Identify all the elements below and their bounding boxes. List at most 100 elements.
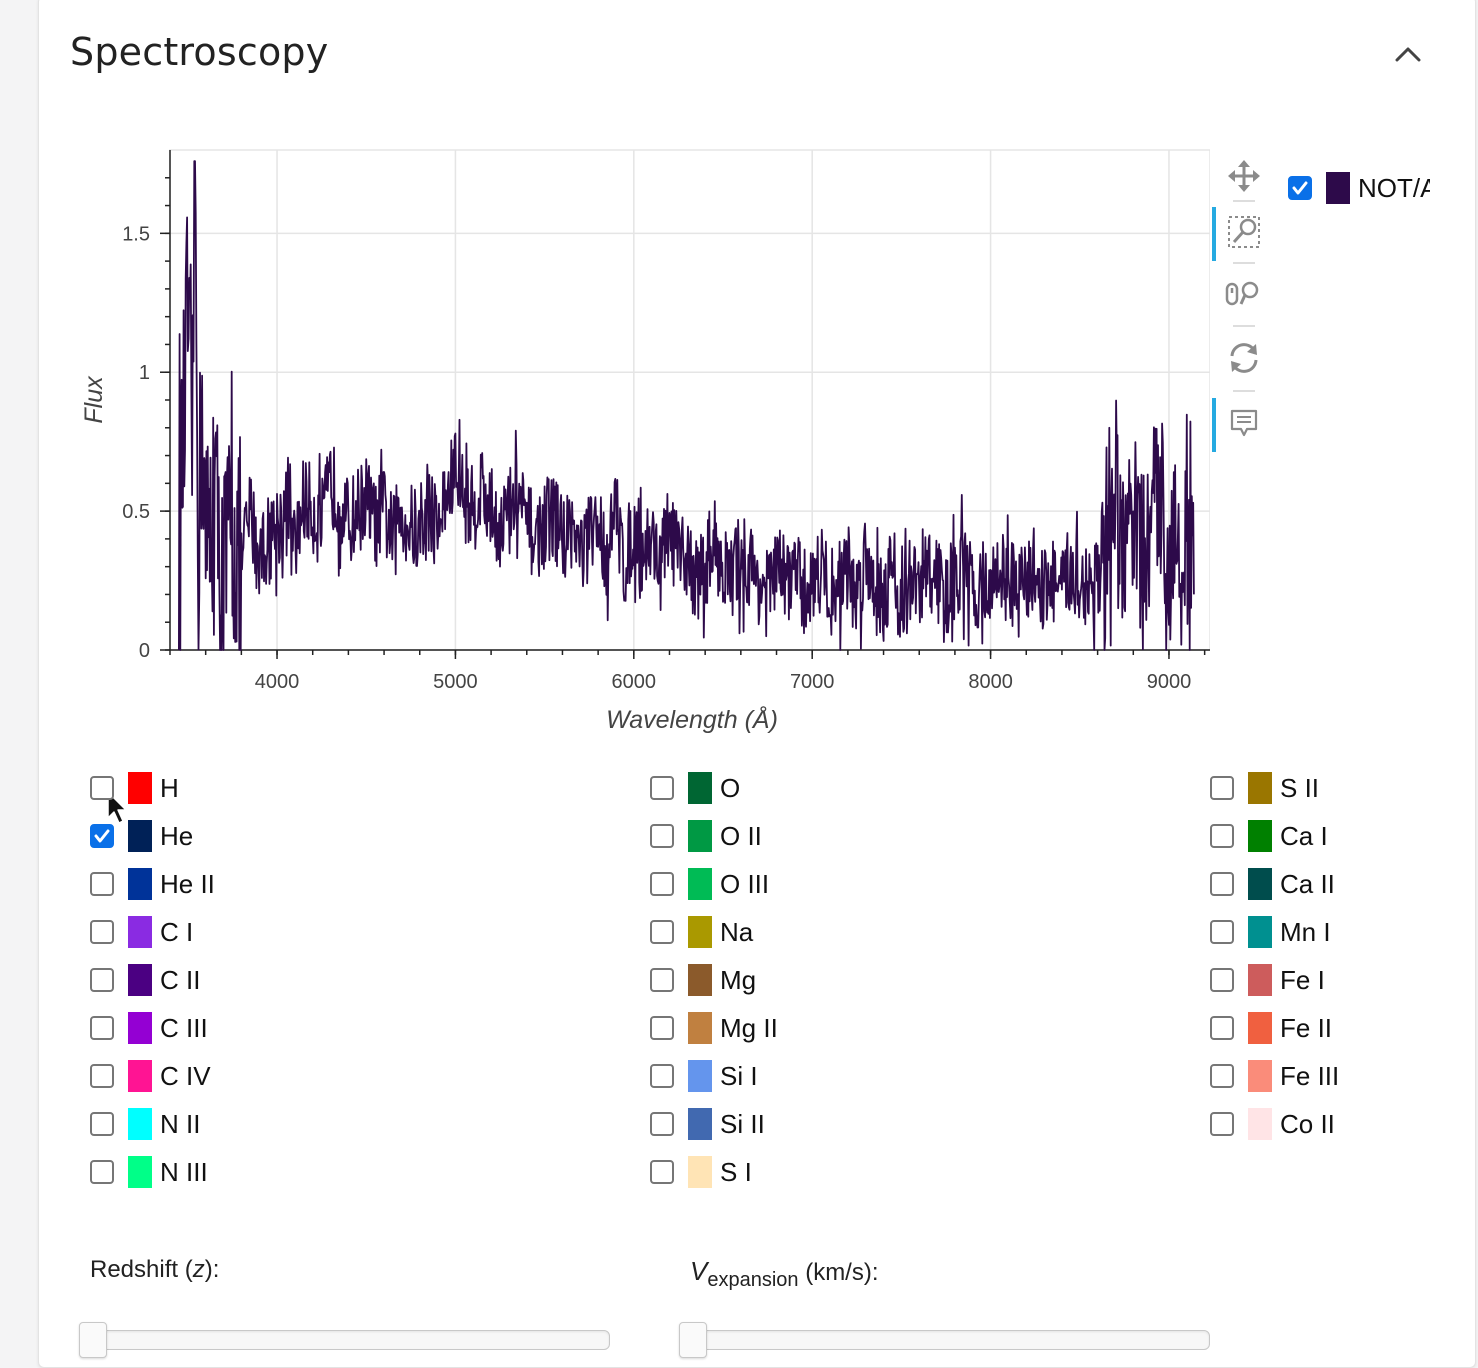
line-item-mg-ii[interactable]: Mg II	[650, 1010, 778, 1046]
line-item-si-i[interactable]: Si I	[650, 1058, 758, 1094]
line-label: Co II	[1280, 1108, 1335, 1139]
line-checkbox[interactable]	[650, 776, 674, 800]
line-checkbox[interactable]	[650, 968, 674, 992]
y-axis-label: Flux	[80, 375, 108, 424]
line-label: C II	[160, 964, 201, 995]
line-item-he[interactable]: He	[90, 818, 193, 854]
line-item-mn-i[interactable]: Mn I	[1210, 914, 1331, 950]
line-checkbox[interactable]	[90, 1016, 114, 1040]
line-color-swatch	[128, 916, 152, 948]
line-item-fe-iii[interactable]: Fe III	[1210, 1058, 1339, 1094]
line-item-co-ii[interactable]: Co II	[1210, 1106, 1335, 1142]
chart-axes: 4000 5000 6000 7000 8000 9000 0 0.5 1 1.5	[122, 150, 1210, 693]
legend-label: NOT/ALFOSC	[1358, 172, 1430, 203]
line-checkbox[interactable]	[1210, 776, 1234, 800]
vexpansion-slider-handle[interactable]	[679, 1322, 707, 1358]
redshift-slider-handle[interactable]	[79, 1322, 107, 1358]
pan-tool[interactable]	[1224, 156, 1264, 196]
collapse-button[interactable]	[1388, 36, 1428, 72]
line-item-si-ii[interactable]: Si II	[650, 1106, 765, 1142]
line-checkbox[interactable]	[650, 1016, 674, 1040]
line-color-swatch	[1248, 1060, 1272, 1092]
line-checkbox[interactable]	[1210, 872, 1234, 896]
line-checkbox[interactable]	[1210, 1064, 1234, 1088]
line-color-swatch	[688, 1060, 712, 1092]
line-checkbox[interactable]	[650, 824, 674, 848]
active-indicator-hover	[1212, 398, 1216, 452]
reset-tool[interactable]	[1224, 338, 1264, 378]
line-item-o-ii[interactable]: O II	[650, 818, 762, 854]
line-checkbox[interactable]	[90, 776, 114, 800]
x-tick-label: 5000	[433, 671, 478, 693]
line-checkbox[interactable]	[90, 968, 114, 992]
line-item-s-ii[interactable]: S II	[1210, 770, 1319, 806]
line-item-h[interactable]: H	[90, 770, 179, 806]
line-color-swatch	[1248, 868, 1272, 900]
line-item-n-iii[interactable]: N III	[90, 1154, 208, 1190]
redshift-label: Redshift (z):	[90, 1256, 220, 1283]
vexpansion-label: Vexpansion (km/s):	[690, 1256, 879, 1291]
line-checkbox[interactable]	[650, 872, 674, 896]
box-zoom-tool[interactable]	[1224, 212, 1264, 252]
line-checkbox[interactable]	[90, 920, 114, 944]
wheel-zoom-tool[interactable]	[1224, 274, 1264, 314]
vexpansion-slider[interactable]	[680, 1330, 1210, 1350]
line-color-swatch	[688, 916, 712, 948]
line-checkbox[interactable]	[650, 1064, 674, 1088]
line-label: H	[160, 772, 179, 803]
line-checkbox[interactable]	[1210, 824, 1234, 848]
line-item-c-i[interactable]: C I	[90, 914, 193, 950]
x-axis-label: Wavelength (Å)	[606, 704, 778, 734]
line-checkbox[interactable]	[90, 1112, 114, 1136]
line-item-n-ii[interactable]: N II	[90, 1106, 200, 1142]
line-item-fe-i[interactable]: Fe I	[1210, 962, 1325, 998]
chart-legend: NOT/ALFOSC	[1288, 172, 1430, 204]
redshift-slider[interactable]	[80, 1330, 610, 1350]
line-item-o[interactable]: O	[650, 770, 740, 806]
line-color-swatch	[128, 1060, 152, 1092]
active-indicator-box-zoom	[1212, 207, 1216, 261]
spectrum-chart[interactable]: 4000 5000 6000 7000 8000 9000 0 0.5 1 1.5 Wavelen…	[60, 130, 1210, 750]
line-item-c-iv[interactable]: C IV	[90, 1058, 211, 1094]
line-checkbox[interactable]	[650, 1160, 674, 1184]
line-item-mg[interactable]: Mg	[650, 962, 756, 998]
line-checkbox[interactable]	[650, 920, 674, 944]
hover-tool[interactable]	[1224, 404, 1264, 444]
line-item-o-iii[interactable]: O III	[650, 866, 769, 902]
legend-checkbox[interactable]	[1288, 176, 1312, 200]
line-checkbox[interactable]	[90, 1064, 114, 1088]
line-label: Mn I	[1280, 916, 1331, 947]
line-label: C I	[160, 916, 194, 947]
line-checkbox[interactable]	[650, 1112, 674, 1136]
line-checkbox[interactable]	[1210, 1016, 1234, 1040]
line-color-swatch	[128, 1012, 152, 1044]
line-item-na[interactable]: Na	[650, 914, 753, 950]
legend-swatch	[1326, 172, 1350, 204]
line-item-fe-ii[interactable]: Fe II	[1210, 1010, 1332, 1046]
line-label: Ca II	[1280, 868, 1335, 899]
plot-toolbar	[1210, 150, 1270, 460]
line-item-c-iii[interactable]: C III	[90, 1010, 208, 1046]
line-checkbox[interactable]	[1210, 1112, 1234, 1136]
line-item-ca-ii[interactable]: Ca II	[1210, 866, 1335, 902]
x-tick-label: 8000	[968, 671, 1013, 693]
line-color-swatch	[688, 868, 712, 900]
line-checkbox[interactable]	[1210, 920, 1234, 944]
line-item-c-ii[interactable]: C II	[90, 962, 200, 998]
line-label: He II	[160, 868, 215, 899]
line-checkbox[interactable]	[90, 1160, 114, 1184]
line-item-s-i[interactable]: S I	[650, 1154, 752, 1190]
line-checkbox[interactable]	[1210, 968, 1234, 992]
line-item-he-ii[interactable]: He II	[90, 866, 215, 902]
line-item-ca-i[interactable]: Ca I	[1210, 818, 1328, 854]
line-checkbox[interactable]	[90, 824, 114, 848]
line-label: Si II	[720, 1108, 765, 1139]
line-label: C IV	[160, 1060, 211, 1091]
line-label: Fe I	[1280, 964, 1325, 995]
spectrum-line	[178, 160, 1195, 651]
line-label: O III	[720, 868, 770, 899]
line-label: Na	[720, 916, 754, 947]
line-label: Mg	[720, 964, 757, 995]
reset-icon	[1230, 343, 1258, 373]
line-checkbox[interactable]	[90, 872, 114, 896]
